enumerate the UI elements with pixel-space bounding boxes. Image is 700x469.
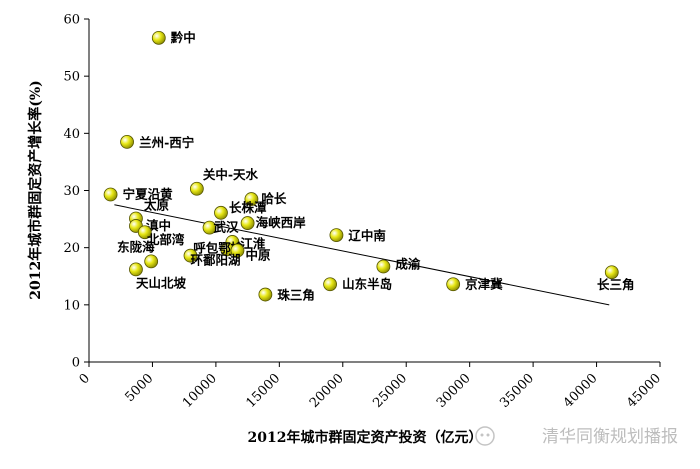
- x-tick-label: 45000: [624, 371, 664, 411]
- x-ticks: 0 5000 10000 15000 20000 25000 30000 35000 40000…: [77, 362, 664, 411]
- point-label: 京津冀: [465, 276, 503, 291]
- data-point: [376, 259, 391, 274]
- y-tick-label: 0: [72, 356, 80, 371]
- point-label: 中原: [245, 248, 271, 263]
- x-tick-label: 15000: [243, 371, 283, 411]
- data-point: [323, 277, 337, 292]
- axes: [88, 19, 660, 363]
- data-point: [137, 225, 152, 240]
- point-label: 天山北坡: [136, 275, 187, 290]
- trend-line: [114, 204, 610, 306]
- point-label: 海峡西岸: [256, 215, 307, 230]
- point-label: 关中-天水: [203, 167, 259, 182]
- y-axis-title: 2012年城市群固定资产增长率(%): [27, 80, 44, 300]
- point-label: 东陇海: [117, 239, 155, 254]
- point-label: 山东半岛: [342, 276, 392, 291]
- data-point: [258, 287, 273, 302]
- point-label: 环鄱阳湖: [191, 253, 241, 268]
- y-ticks: 0 10 20 30 40 50 60: [63, 13, 89, 371]
- data-point: [202, 220, 217, 235]
- y-tick-label: 40: [63, 127, 80, 142]
- point-label: 北部湾: [147, 232, 185, 247]
- point-label: 江淮: [240, 236, 266, 251]
- data-point: [151, 30, 166, 45]
- data-point: [129, 262, 143, 277]
- data-point: [329, 228, 344, 242]
- point-label: 宁夏沿黄: [123, 187, 174, 202]
- y-tick-label: 10: [63, 298, 80, 313]
- y-tick-label: 30: [63, 184, 80, 199]
- y-tick-label: 50: [63, 70, 80, 85]
- data-point: [230, 243, 245, 258]
- x-tick-label: 0: [77, 371, 93, 387]
- point-label: 长三角: [597, 277, 635, 292]
- point-label: 黔中: [171, 30, 196, 45]
- point-label: 兰州-西宁: [139, 135, 194, 150]
- point-label: 太原: [144, 198, 170, 213]
- point-label: 长株潭: [229, 200, 267, 215]
- watermark-logo: [475, 426, 495, 446]
- data-point: [240, 216, 255, 230]
- x-tick-label: 25000: [370, 371, 410, 411]
- y-tick-label: 20: [63, 241, 80, 256]
- point-label: 珠三角: [277, 288, 315, 303]
- data-point: [120, 135, 134, 149]
- data-point: [189, 181, 204, 196]
- data-point: [446, 277, 461, 292]
- point-label: 哈长: [261, 191, 287, 206]
- watermark-text: 清华同衡规划播报: [542, 427, 678, 447]
- data-point: [604, 265, 619, 280]
- point-label: 成渝: [395, 257, 421, 272]
- x-axis-title: 2012年城市群固定资产投资（亿元）: [248, 429, 483, 446]
- point-label: 滇中: [146, 218, 171, 233]
- y-tick-label: 60: [63, 13, 80, 28]
- data-point: [214, 205, 228, 220]
- x-tick-label: 5000: [122, 371, 156, 405]
- x-tick-label: 10000: [180, 371, 220, 411]
- data-point: [144, 254, 159, 269]
- point-label: 武汉: [214, 220, 240, 235]
- data-point: [183, 248, 198, 263]
- data-points: 黔中兰州-西宁宁夏沿黄关中-天水哈长长株潭海峡西岸太原滇中北部湾武汉江淮辽中南呼…: [103, 30, 635, 303]
- x-tick-label: 20000: [307, 371, 347, 411]
- point-label: 辽中南: [348, 228, 386, 243]
- x-tick-label: 30000: [434, 371, 474, 411]
- x-tick-label: 35000: [497, 371, 537, 411]
- x-tick-label: 40000: [561, 371, 601, 411]
- data-point: [103, 187, 118, 202]
- data-point: [244, 192, 259, 206]
